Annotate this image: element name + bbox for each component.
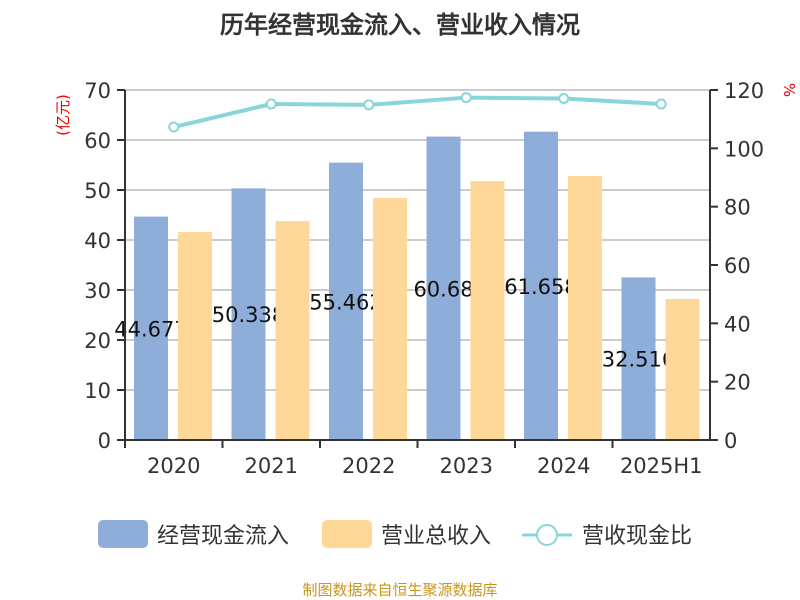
y-tick-label: 50 [84,179,111,203]
bar-revenue [178,232,212,440]
bar-cash-inflow [231,188,266,440]
y-tick-label: 40 [84,229,111,253]
data-label: 44.677 [114,317,187,341]
point-ratio [655,98,667,110]
y-right-tick-label: 100 [724,137,764,161]
y-right-tick-label: 60 [724,254,751,278]
data-label: 32.516 [602,348,675,372]
x-tick-label: 2025H1 [620,454,703,478]
legend-swatch-revenue [322,520,372,548]
line-ratio [173,95,662,129]
legend-label-cash-inflow: 经营现金流入 [157,524,289,549]
bar-revenue [275,221,310,440]
bar-revenue [665,299,700,440]
legend-label-revenue: 营业总收入 [381,524,491,549]
y-axis-right-label: % [780,83,798,97]
y-tick-label: 0 [98,429,111,453]
x-tick-label: 2023 [440,454,493,478]
legend-label-ratio: 营收现金比 [582,524,692,549]
point-ratio [558,92,570,104]
bar-cash-inflow [134,216,168,440]
legend-swatch-cash-inflow [98,520,148,548]
bar-cash-inflow [621,277,656,440]
y-tick-label: 20 [84,329,111,353]
x-tick-label: 2021 [245,454,298,478]
bar-revenue [373,198,407,440]
bar-cash-inflow [524,131,558,440]
data-label: 50.338 [212,303,285,327]
x-tick-label: 2020 [147,454,200,478]
legend: 经营现金流入 营业总收入 营收现金比 [98,520,692,549]
bar-cash-inflow [329,162,363,440]
y-right-tick-label: 20 [724,371,751,395]
y-right-tick-label: 0 [724,429,737,453]
y-tick-label: 60 [84,129,111,153]
source-note: 制图数据来自恒生聚源数据库 [302,581,497,599]
x-tick-label: 2022 [342,454,395,478]
data-label: 55.462 [309,290,382,314]
data-label: 61.658 [504,275,577,299]
data-label: 60.68 [413,277,473,301]
point-ratio [460,92,472,104]
point-ratio [265,98,277,110]
point-ratio [363,99,375,111]
bar-revenue [568,176,602,440]
y-tick-label: 10 [84,379,111,403]
y-axis-label: (亿元) [54,94,72,136]
y-tick-label: 70 [84,79,111,103]
y-right-tick-label: 120 [724,79,764,103]
bar-revenue [470,181,505,440]
x-tick-label: 2024 [537,454,590,478]
y-tick-label: 30 [84,279,111,303]
chart-title: 历年经营现金流入、营业收入情况 [220,11,580,39]
legend-marker-ratio [536,524,558,546]
bar-cash-inflow [426,136,461,440]
point-ratio [168,121,180,133]
y-right-tick-label: 80 [724,196,751,220]
y-right-tick-label: 40 [724,312,751,336]
